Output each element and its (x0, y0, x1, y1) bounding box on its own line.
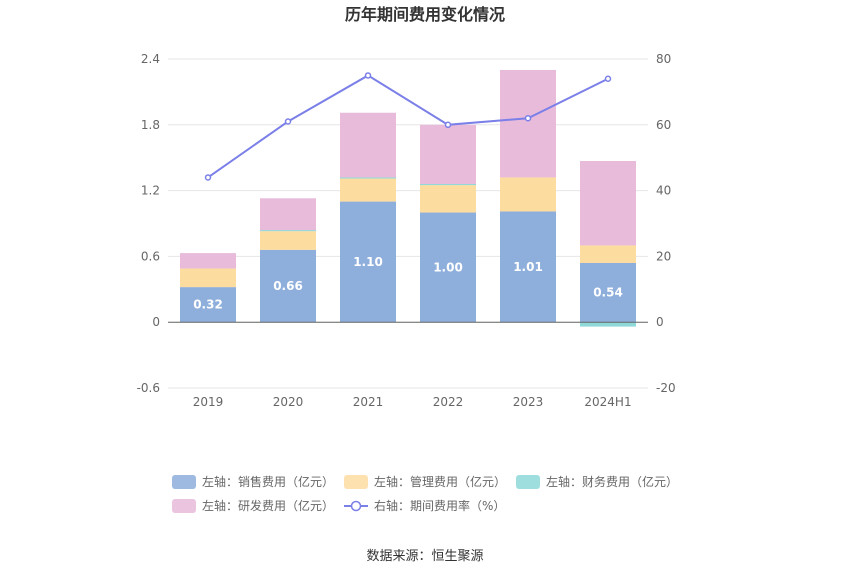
bar-segment (260, 230, 316, 232)
legend-label: 右轴：期间费用率（%） (374, 498, 505, 513)
right-tick-label: 20 (656, 249, 671, 263)
legend-item[interactable]: 左轴：财务费用（亿元） (516, 474, 678, 489)
left-tick-label: -0.6 (137, 381, 160, 395)
bar-value-label: 1.01 (513, 260, 543, 274)
rate-point (204, 174, 212, 181)
bar-segment (260, 231, 316, 250)
left-tick-label: 0 (152, 315, 160, 329)
bar-value-label: 0.32 (193, 298, 223, 312)
rate-line (204, 72, 612, 181)
legend-label: 左轴：研发费用（亿元） (202, 498, 334, 513)
left-axis: 2.4 1.8 1.2 0.6 0 -0.6 (137, 52, 160, 395)
right-axis: 80 60 40 20 0 -20 (656, 52, 676, 395)
right-tick-label: 60 (656, 118, 671, 132)
bar-segment (340, 178, 396, 202)
left-tick-label: 0.6 (141, 249, 160, 263)
bar-segment (180, 253, 236, 269)
chart-title: 历年期间费用变化情况 (345, 5, 505, 24)
bar-segment (260, 249, 316, 323)
bar-segment (420, 184, 476, 186)
bar-value-label: 1.00 (433, 260, 463, 274)
rate-point (364, 72, 372, 79)
legend-swatch (516, 475, 540, 489)
legend-swatch (344, 475, 368, 489)
right-tick-label: 40 (656, 184, 671, 198)
bar-value-label: 0.66 (273, 279, 303, 293)
bar-segment (580, 322, 636, 327)
bars (180, 69, 636, 327)
source-note: 数据来源：恒生聚源 (366, 549, 483, 564)
bar-value-label: 1.10 (353, 255, 383, 269)
legend-item[interactable]: 左轴：管理费用（亿元） (344, 474, 506, 489)
right-tick-label: 0 (656, 315, 664, 329)
legend-swatch (172, 499, 196, 513)
bar-segment (180, 287, 236, 323)
bar-segment (500, 211, 556, 323)
legend-label: 左轴：管理费用（亿元） (374, 474, 506, 489)
legend-label: 左轴：财务费用（亿元） (546, 474, 678, 489)
legend-item[interactable]: 左轴：销售费用（亿元） (172, 474, 334, 489)
x-tick-label: 2022 (433, 395, 464, 409)
bar-value-label: 0.54 (593, 286, 623, 300)
x-tick-label: 2019 (193, 395, 224, 409)
x-tick-label: 2020 (273, 395, 304, 409)
grid (168, 58, 648, 389)
rate-series-line (207, 74, 609, 179)
rate-point (524, 114, 532, 122)
right-tick-label: 80 (656, 52, 671, 66)
rate-point (444, 121, 452, 129)
rate-point (604, 75, 612, 82)
bar-segment (580, 245, 636, 263)
bar-segment (420, 124, 476, 185)
legend-label: 左轴：销售费用（亿元） (202, 474, 334, 489)
right-tick-label: -20 (656, 381, 676, 395)
bar-segment (340, 201, 396, 323)
bar-segment (500, 69, 556, 178)
legend-item[interactable]: 右轴：期间费用率（%） (344, 498, 505, 513)
bar-segment (580, 262, 636, 323)
bar-segment (500, 177, 556, 212)
bar-segment (420, 212, 476, 323)
bar-segment (180, 268, 236, 288)
bar-segment (340, 177, 396, 179)
x-tick-label: 2021 (353, 395, 384, 409)
x-tick-label: 2024H1 (584, 395, 631, 409)
legend: 左轴：销售费用（亿元） 左轴：管理费用（亿元） 左轴：财务费用（亿元） 左轴：研发费用… (172, 474, 678, 513)
bar-segment (260, 198, 316, 231)
left-tick-label: 1.2 (141, 184, 160, 198)
bar-segment (420, 185, 476, 213)
left-tick-label: 2.4 (141, 52, 160, 66)
left-tick-label: 1.8 (141, 118, 160, 132)
x-axis: 2019 2020 2021 2022 2023 2024H1 (193, 395, 632, 409)
legend-marker (350, 500, 362, 512)
bar-segment (340, 112, 396, 178)
legend-swatch (172, 475, 196, 489)
rate-point (284, 118, 292, 125)
x-tick-label: 2023 (513, 395, 544, 409)
data-labels: 0.32 0.66 1.10 1.00 1.01 0.54 (193, 255, 623, 312)
bar-segment (580, 160, 636, 246)
legend-item[interactable]: 左轴：研发费用（亿元） (172, 498, 334, 513)
